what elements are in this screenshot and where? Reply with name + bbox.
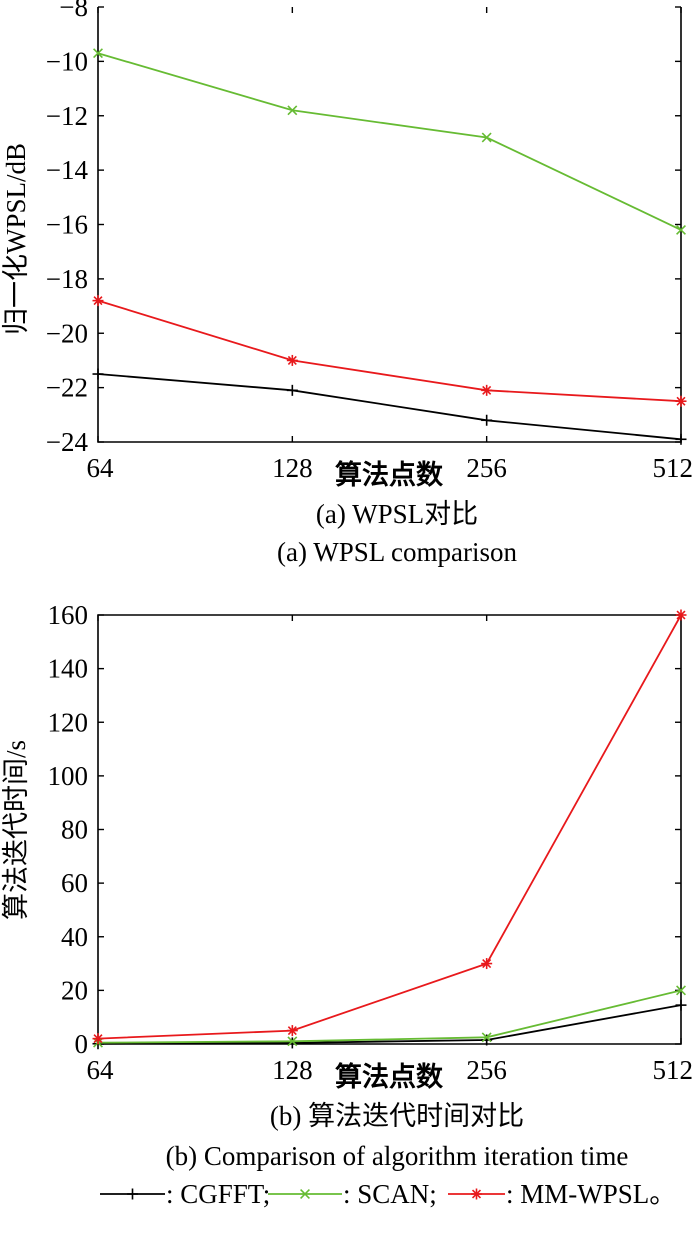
panel-b-data-point-mm-wpsl <box>286 1025 298 1037</box>
legend-item-3: : MM-WPSL。 <box>448 1179 676 1209</box>
panel-a-data-point-scan <box>481 132 492 143</box>
panel-b-y-axis-label: 算法迭代时间/s <box>1 740 31 920</box>
panel-a-series-line-mm-wpsl <box>97 299 682 403</box>
panel-a-y-tick-label: −12 <box>46 101 88 131</box>
panel-b-data-point-mm-wpsl <box>481 958 493 970</box>
panel-a-x-axis-label: 算法点数 <box>335 459 444 490</box>
panel-a-x-tick-label: 256 <box>466 453 507 483</box>
panel-b-caption-cn: (b) 算法迭代时间对比 <box>270 1101 524 1131</box>
panel-b-caption-en: (b) Comparison of algorithm iteration ti… <box>166 1141 629 1171</box>
legend-item-2: : SCAN; <box>268 1179 437 1209</box>
panel-b-x-axis-label: 算法点数 <box>335 1061 444 1092</box>
panel-a-data-point-cgfft <box>286 384 298 396</box>
panel-b-data-point-scan <box>287 1036 298 1047</box>
panel-b-x-tick-label: 64 <box>87 1055 115 1085</box>
panel-a-data-point-scan <box>287 105 298 116</box>
panel-b-y-tick-label: 140 <box>48 654 89 684</box>
legend-marker <box>300 1189 310 1199</box>
panel-a-series-line-scan <box>97 52 682 231</box>
panel-b-data-point-scan <box>481 1032 492 1043</box>
panel-b-series-line-scan <box>97 989 682 1044</box>
panel-b-axes <box>97 614 682 1045</box>
panel-b-x-tick-label: 256 <box>466 1055 507 1085</box>
panel-b-series-line-mm-wpsl <box>97 614 682 1040</box>
panel-b-data-point-mm-wpsl <box>675 609 687 621</box>
panel-b-time-chart: 160 140 120 100 80 60 40 20 0 64 128 256 512 算法点数 算… <box>1 600 693 1171</box>
panel-a-wpsl-chart: −8 −10 −12 −14 −16 −18 −20 −22 −24 64 128 256 512 算… <box>1 0 693 567</box>
panel-a-data-point-mm-wpsl <box>286 354 298 366</box>
panel-a-x-tick-label: 128 <box>272 453 313 483</box>
legend: : CGFFT; : SCAN; : MM-WPSL。 <box>100 1179 676 1209</box>
panel-a-y-tick-label: −24 <box>46 427 89 457</box>
panel-a-y-tick-label: −16 <box>46 210 88 240</box>
panel-a-data-point-scan <box>93 48 103 59</box>
panel-a-x-tick-label: 512 <box>653 453 694 483</box>
panel-a-caption-cn: (a) WPSL对比 <box>316 499 478 529</box>
panel-a-data-point-scan <box>676 224 686 235</box>
panel-a-data-point-mm-wpsl <box>92 295 104 307</box>
panel-b-x-tick-label: 512 <box>653 1055 694 1085</box>
panel-a-data-point-mm-wpsl <box>675 395 687 407</box>
panel-b-y-tick-label: 20 <box>61 975 88 1005</box>
panel-a-x-tick-label: 64 <box>87 453 115 483</box>
panel-b-y-tick-label: 40 <box>61 922 88 952</box>
legend-label: : SCAN; <box>343 1179 437 1209</box>
panel-b-x-tick-label: 128 <box>272 1055 313 1085</box>
panel-b-y-tick-label: 80 <box>61 815 88 845</box>
panel-b-series-line-cgfft <box>97 1004 682 1045</box>
panel-a-data-point-cgfft <box>675 433 687 445</box>
panel-b-data-point-cgfft <box>286 1037 298 1049</box>
legend-label: : CGFFT; <box>166 1179 270 1209</box>
panel-a-y-axis-label: 归一化WPSL/dB <box>1 143 31 335</box>
legend-marker <box>127 1188 138 1200</box>
panel-a-y-tick-label: −20 <box>46 318 88 348</box>
panel-a-y-tick-label: −10 <box>46 46 88 76</box>
panel-b-data-point-scan <box>676 985 686 996</box>
panel-a-caption-en: (a) WPSL comparison <box>277 537 517 567</box>
panel-a-series-line-cgfft <box>97 373 682 441</box>
panel-a-y-tick-label: −14 <box>46 155 89 185</box>
panel-a-data-point-cgfft <box>481 414 493 426</box>
panel-a-y-tick-label: −22 <box>46 373 88 403</box>
panel-b-y-tick-label: 120 <box>48 707 89 737</box>
legend-label: : MM-WPSL。 <box>506 1179 676 1209</box>
panel-b-y-tick-label: 100 <box>48 761 89 791</box>
panel-a-data-point-cgfft <box>92 368 104 380</box>
legend-item-1: : CGFFT; <box>100 1179 270 1209</box>
panel-b-y-tick-label: 60 <box>61 868 88 898</box>
panel-b-data-point-mm-wpsl <box>92 1033 104 1045</box>
legend-marker <box>471 1188 482 1200</box>
panel-b-y-tick-label: 0 <box>75 1029 89 1059</box>
panel-b-y-tick-label: 160 <box>48 600 89 630</box>
panel-a-y-tick-label: −8 <box>59 0 88 22</box>
panel-a-data-point-mm-wpsl <box>481 384 493 396</box>
panel-a-y-tick-label: −18 <box>46 264 88 294</box>
panel-b-data-point-cgfft <box>675 999 687 1011</box>
panel-a-axes <box>97 7 682 443</box>
